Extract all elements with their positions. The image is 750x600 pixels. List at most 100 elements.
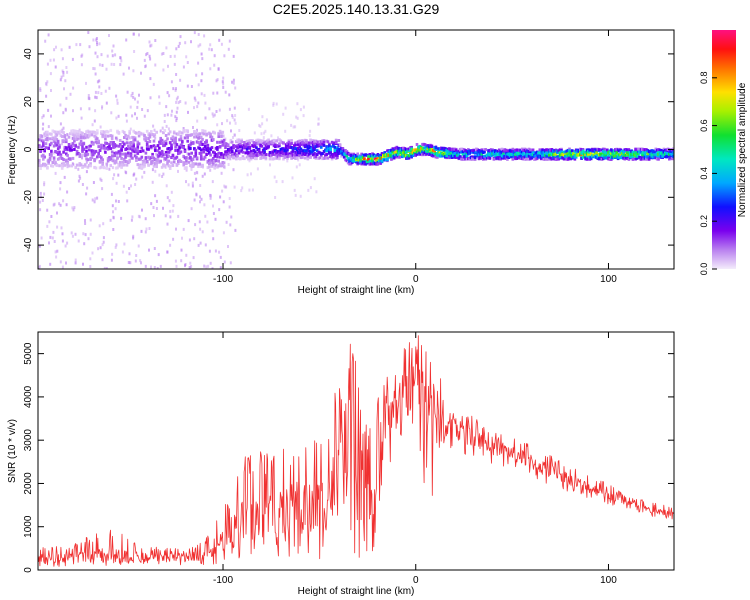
- ridge-cell: [606, 148, 609, 152]
- ridge-cell: [101, 133, 104, 137]
- noise-cell: [261, 115, 264, 119]
- noise-cell: [222, 76, 225, 80]
- noise-cell: [110, 111, 113, 115]
- noise-cell: [185, 55, 188, 59]
- ridge-cell: [58, 150, 61, 154]
- ridge-cell: [77, 134, 80, 138]
- noise-cell: [151, 180, 154, 184]
- ridge-cell: [261, 153, 265, 157]
- ridge-cell: [588, 152, 591, 156]
- noise-cell: [62, 199, 65, 203]
- ridge-cell: [390, 151, 393, 155]
- ridge-cell: [205, 153, 208, 156]
- ridge-cell: [638, 147, 641, 151]
- ridge-cell: [375, 159, 378, 163]
- ridge-cell: [324, 148, 327, 152]
- ridge-cell: [406, 147, 409, 151]
- ridge-cell: [514, 153, 517, 156]
- noise-cell: [158, 101, 161, 105]
- ridge-cell: [588, 148, 591, 152]
- noise-cell: [91, 251, 94, 255]
- ridge-cell: [361, 155, 365, 159]
- ridge-cell: [395, 146, 399, 150]
- ridge-cell: [185, 166, 188, 170]
- ridge-cell: [66, 162, 69, 166]
- noise-cell: [101, 63, 104, 67]
- ridge-cell: [472, 149, 475, 153]
- ridge-cell: [601, 157, 605, 161]
- ridge-cell: [395, 155, 399, 159]
- noise-cell: [66, 70, 69, 74]
- ridge-cell: [98, 160, 102, 163]
- ridge-cell: [90, 149, 94, 153]
- ridge-cell: [326, 146, 330, 150]
- ridge-cell: [118, 154, 122, 158]
- ridge-cell: [225, 157, 229, 161]
- ridge-cell: [71, 143, 75, 147]
- ridge-cell: [148, 140, 152, 143]
- ridge-cell: [54, 135, 57, 139]
- noise-cell: [53, 151, 55, 155]
- ridge-cell: [619, 156, 623, 160]
- noise-cell: [204, 101, 207, 105]
- ridge-cell: [116, 151, 119, 155]
- ridge-cell: [109, 141, 113, 144]
- ridge-cell: [221, 143, 225, 147]
- noise-cell: [264, 129, 267, 133]
- ridge-cell: [530, 154, 533, 158]
- noise-cell: [299, 194, 302, 198]
- ridge-cell: [572, 155, 575, 159]
- ridge-cell: [348, 158, 351, 162]
- noise-cell: [174, 259, 177, 263]
- ridge-cell: [527, 147, 531, 151]
- noise-cell: [169, 55, 172, 58]
- ridge-cell: [618, 155, 621, 159]
- ridge-cell: [163, 129, 167, 132]
- noise-cell: [275, 102, 278, 106]
- noise-cell: [52, 203, 55, 207]
- ridge-cell: [500, 156, 504, 160]
- noise-cell: [129, 261, 132, 265]
- ridge-cell: [71, 133, 75, 137]
- ridge-cell: [171, 135, 175, 139]
- noise-cell: [112, 177, 115, 181]
- noise-cell: [220, 42, 223, 46]
- ridge-cell: [144, 156, 148, 160]
- ridge-cell: [355, 155, 358, 159]
- ridge-cell: [349, 157, 353, 161]
- noise-cell: [258, 123, 261, 127]
- noise-cell: [91, 123, 94, 127]
- ridge-cell: [224, 146, 227, 150]
- ridge-cell: [440, 152, 443, 156]
- ridge-cell: [406, 156, 409, 160]
- ridge-cell: [623, 148, 627, 152]
- ridge-cell: [495, 154, 498, 158]
- ridge-cell: [92, 142, 95, 146]
- ridge-cell: [315, 140, 319, 144]
- ridge-cell: [123, 136, 126, 139]
- noise-cell: [302, 114, 305, 118]
- ridge-cell: [508, 152, 512, 156]
- ridge-cell: [469, 156, 473, 159]
- noise-cell: [293, 188, 296, 192]
- ridge-cell: [167, 154, 171, 158]
- ridge-cell: [58, 131, 61, 135]
- ridge-cell: [73, 139, 76, 143]
- ridge-cell: [81, 150, 84, 154]
- ridge-cell: [410, 149, 413, 153]
- ridge-cell: [270, 154, 273, 158]
- noise-cell: [165, 46, 168, 50]
- ridge-cell: [467, 157, 470, 161]
- ridge-cell: [569, 157, 573, 161]
- ridge-cell: [55, 143, 59, 147]
- ridge-cell: [93, 159, 96, 163]
- ridge-cell: [128, 159, 131, 163]
- noise-cell: [186, 61, 189, 64]
- ridge-cell: [489, 148, 493, 152]
- noise-cell: [200, 165, 203, 168]
- noise-cell: [180, 259, 183, 263]
- ridge-cell: [418, 151, 421, 155]
- ridge-cell: [271, 152, 274, 156]
- noise-cell: [50, 114, 52, 118]
- ridge-cell: [85, 130, 88, 134]
